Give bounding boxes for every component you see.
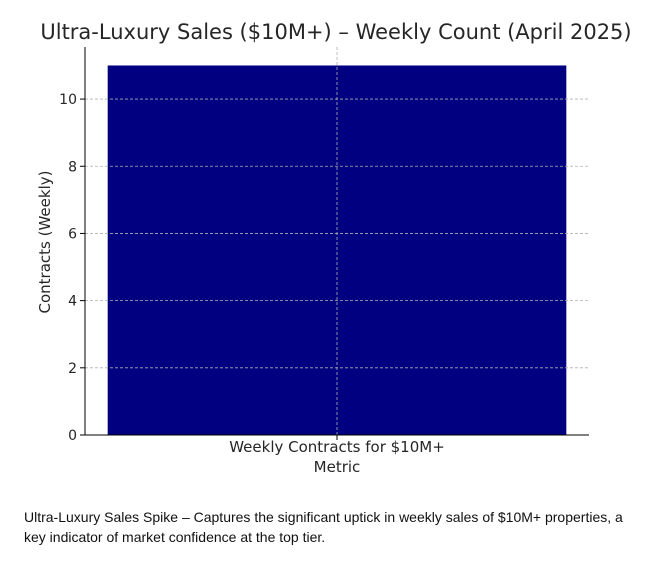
y-tick-label: 6 [68, 226, 77, 242]
y-tick-label: 4 [68, 294, 77, 310]
y-tick-label: 0 [68, 428, 77, 444]
y-tick-label: 8 [68, 159, 77, 175]
x-tick-label: Weekly Contracts for $10M+ [229, 438, 445, 456]
bar-chart: Ultra-Luxury Sales ($10M+) – Weekly Coun… [36, 20, 632, 476]
y-tick-label: 10 [59, 92, 77, 108]
chart-caption: Ultra-Luxury Sales Spike – Captures the … [24, 509, 623, 545]
chart-title: Ultra-Luxury Sales ($10M+) – Weekly Coun… [40, 20, 631, 44]
y-ticks: 0 2 4 6 8 10 [59, 92, 85, 444]
chart-figure: Ultra-Luxury Sales ($10M+) – Weekly Coun… [36, 20, 632, 476]
x-axis-label: Metric [314, 458, 361, 476]
y-tick-label: 2 [68, 361, 77, 377]
y-axis-label: Contracts (Weekly) [36, 171, 54, 314]
x-ticks: Weekly Contracts for $10M+ [229, 435, 445, 456]
